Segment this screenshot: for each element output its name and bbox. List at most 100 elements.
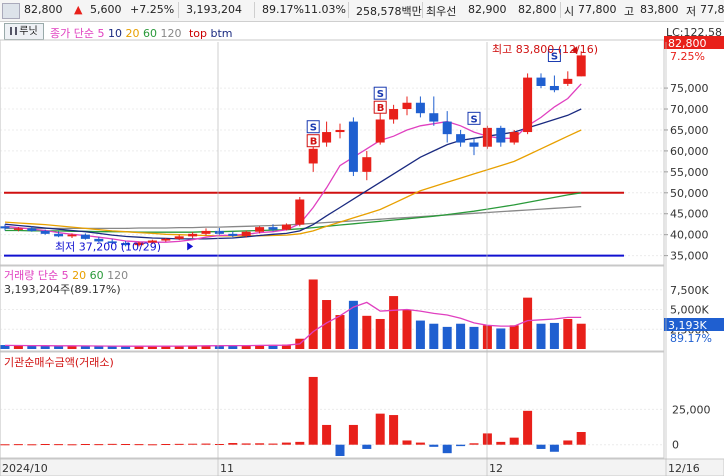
legend-ma120: 120 [160, 27, 182, 40]
price-legend[interactable]: 종가 단순 5 10 20 60 120 top btm [50, 25, 233, 41]
candle-body [576, 55, 586, 77]
high-arrow-icon [571, 46, 578, 55]
candle-body [161, 238, 171, 241]
candle-body [54, 233, 64, 237]
institution-bar [54, 444, 64, 446]
legend-btm: btm [210, 27, 233, 40]
buy-marker [373, 100, 387, 114]
institution-panel [0, 351, 665, 459]
price-tick-label: 65,000 [670, 124, 709, 137]
volume-bar [308, 279, 318, 349]
volume-bar [536, 323, 546, 349]
candle-body [496, 127, 506, 143]
candle-body [40, 230, 50, 234]
volume-bar [27, 345, 37, 349]
institution-bar [0, 444, 10, 446]
candle-body [402, 102, 412, 110]
volume-bar [348, 300, 358, 349]
volume-bar [188, 345, 198, 349]
legend-ma5: 5 [97, 27, 105, 40]
volume-bar [214, 345, 224, 349]
candle-body [509, 132, 519, 143]
institution-bar [509, 437, 519, 445]
low-arrow-icon [187, 242, 194, 251]
candle-body [549, 85, 559, 91]
institution-bar [576, 432, 586, 445]
institution-bar [469, 443, 479, 445]
candle-body [67, 234, 77, 237]
volume-bar [442, 326, 452, 349]
price-tick-label: 50,000 [670, 187, 709, 200]
volume-bar [335, 315, 345, 349]
candle-body [523, 77, 533, 133]
date-axis [0, 458, 724, 476]
volume-ma5-line [4, 301, 582, 347]
volume-bar [241, 345, 251, 349]
change-percent: +7.25% [130, 3, 175, 16]
institution-bar [214, 444, 224, 445]
volume-bar [107, 346, 117, 349]
candle-body [255, 227, 265, 232]
volume-bar [496, 328, 506, 349]
institution-bar [228, 443, 238, 445]
volume-bar [54, 345, 64, 349]
volume-readout: 3,193,204주(89.17%) [4, 283, 121, 296]
candle-body [362, 157, 372, 172]
volume-bar [201, 345, 211, 349]
institution-bar [456, 444, 466, 447]
institution-bar [201, 443, 211, 445]
ma20-line [4, 129, 582, 237]
volume-bar [40, 345, 50, 349]
volume-bar [13, 345, 23, 349]
candle-body [375, 119, 385, 143]
institution-bar [281, 442, 291, 445]
menu-icon[interactable] [2, 3, 20, 19]
candle-body [308, 148, 318, 164]
volume-bar [67, 345, 77, 349]
ma120-line [5, 205, 582, 230]
volume-tick-label: 7,500K [670, 284, 709, 297]
volume-ratio: 89.17% [262, 3, 304, 16]
price-tick-label: 75,000 [670, 82, 709, 95]
volume-bar [389, 296, 399, 349]
price-tick-label: 45,000 [670, 208, 709, 221]
institution-bar [322, 424, 332, 445]
candle-body [188, 233, 198, 237]
institution-bar [295, 441, 305, 445]
volume-bar [563, 318, 573, 349]
candle-body [228, 233, 238, 236]
candle-body [295, 199, 305, 225]
volume-legend: 거래량 단순 5 20 60 120 [4, 269, 128, 282]
buy-marker-label: B [310, 137, 318, 148]
date-label: 12/16 [668, 462, 700, 475]
institution-bar [174, 443, 184, 445]
candle-body [482, 127, 492, 147]
institution-bar [161, 444, 171, 445]
volume-bar [121, 346, 131, 349]
candle-body [27, 228, 37, 231]
volume-bar [228, 345, 238, 349]
volume-bar [161, 345, 171, 349]
low-annotation: 최저 37,200 (10/29) [55, 240, 161, 253]
institution-bar [348, 424, 358, 445]
volume-bar [134, 346, 144, 349]
candle-body [322, 132, 332, 143]
candle-body [456, 134, 466, 143]
institution-bar [523, 410, 533, 445]
candle-body [429, 113, 439, 122]
institution-bar [80, 444, 90, 445]
volume-bar [576, 323, 586, 349]
institution-bar [415, 442, 425, 445]
candle-body [94, 238, 104, 242]
high-annotation: 최고 83,800 (12/16) [492, 43, 598, 56]
low-price: 77,8 [700, 3, 724, 16]
buy-marker [306, 134, 320, 148]
sell-marker [373, 86, 387, 100]
last-pct-label: 7.25% [670, 50, 705, 63]
institution-bar [402, 440, 412, 445]
last-price-box [664, 36, 724, 49]
candle-body [107, 241, 117, 244]
volume-legend-item: 60 [86, 269, 104, 282]
institution-bar [563, 440, 573, 445]
